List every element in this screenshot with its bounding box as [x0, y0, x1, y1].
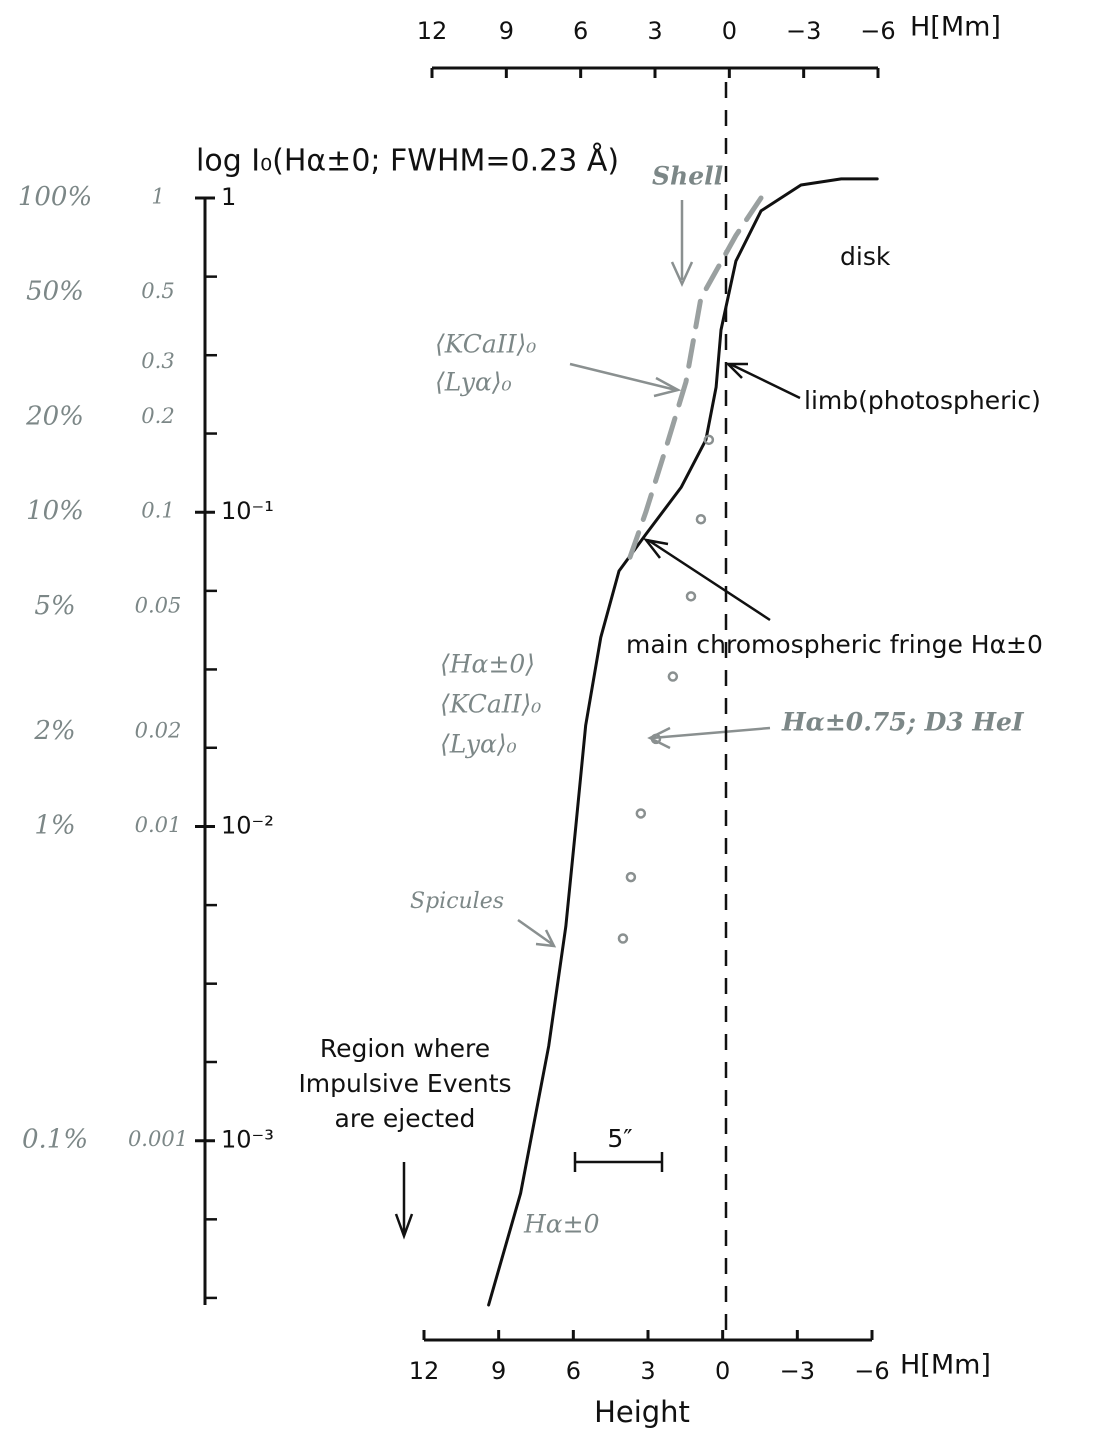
x-tick-label: −3	[786, 17, 821, 45]
y-tick-label: 1	[221, 183, 236, 211]
x-tick-label: 3	[640, 1357, 655, 1385]
scale-bar	[573, 1152, 664, 1172]
percent-label: 1%	[34, 810, 75, 840]
x-tick-label: −6	[860, 17, 895, 45]
y-tick-label: 10⁻²	[221, 811, 274, 839]
annotation: Region where	[320, 1034, 490, 1063]
percent-label: 10%	[26, 496, 84, 526]
percent-label: 5%	[34, 591, 75, 621]
arrows	[394, 200, 801, 1240]
data-point	[635, 808, 647, 819]
decimal-label: 0.2	[141, 404, 174, 428]
percent-label: 100%	[18, 182, 92, 212]
arrow	[724, 362, 801, 400]
series-label: Shell	[652, 162, 723, 191]
percent-label: 20%	[25, 402, 84, 432]
x-tick-label: 3	[647, 17, 662, 45]
decimal-label: 0.02	[135, 718, 182, 742]
series-line	[623, 195, 764, 572]
top-axis-label: H[Mm]	[910, 12, 1001, 43]
decimal-label: 0.3	[141, 349, 174, 373]
percent-label: 0.1%	[22, 1125, 88, 1155]
decimal-label: 0.05	[135, 593, 182, 617]
series-label: Hα±0	[523, 1210, 600, 1239]
annotation: ⟨Lyα⟩₀	[435, 368, 512, 397]
annotation: 5″	[607, 1124, 632, 1153]
annotation: ⟨KCaII⟩₀	[435, 330, 536, 359]
arrow	[569, 362, 682, 398]
annotation: limb(photospheric)	[804, 386, 1041, 415]
x-tick-label: 12	[417, 17, 448, 45]
annotation: Impulsive Events	[298, 1069, 511, 1098]
arrow	[647, 726, 771, 750]
annotation: ⟨Hα±0⟩	[440, 650, 535, 679]
decimal-label: 0.1	[141, 499, 174, 523]
data-point	[703, 434, 715, 446]
series-label: Hα±0.75; D3 HeI	[781, 708, 1025, 737]
x-tick-label: 9	[499, 17, 514, 45]
annotation: main chromospheric fringe Hα±0	[626, 630, 1043, 659]
x-tick-label: −3	[780, 1357, 815, 1385]
annotation: ⟨KCaII⟩₀	[440, 690, 541, 719]
data-point	[650, 733, 662, 745]
data-point	[685, 591, 697, 602]
annotation: Spicules	[410, 889, 504, 914]
x-axis-title: Height	[594, 1395, 690, 1429]
x-tick-label: 0	[722, 17, 737, 45]
arrow	[670, 200, 694, 288]
x-tick-label: 6	[573, 17, 588, 45]
x-tick-label: 9	[491, 1357, 506, 1385]
arrow	[517, 918, 557, 948]
y-tick-label: 10⁻³	[221, 1126, 274, 1154]
bottom-axis-label: H[Mm]	[900, 1350, 991, 1381]
decimal-label: 1	[151, 185, 164, 209]
decimal-label: 0.001	[128, 1127, 188, 1151]
annotation: disk	[840, 242, 891, 271]
decimal-label: 0.01	[135, 813, 182, 837]
x-tick-label: 6	[566, 1357, 581, 1385]
y-axis-title: log I₀(Hα±0; FWHM=0.23 Å)	[196, 143, 619, 179]
annotation: ⟨Lyα⟩₀	[440, 730, 517, 759]
arrow	[394, 1162, 414, 1240]
annotation: are ejected	[335, 1104, 476, 1133]
decimal-label: 0.5	[141, 279, 174, 303]
x-tick-label: 0	[715, 1357, 730, 1385]
data-point	[695, 513, 707, 525]
series-line	[487, 177, 879, 1307]
data-point	[617, 933, 629, 944]
y-tick-label: 10⁻¹	[221, 497, 274, 525]
percent-label: 2%	[33, 716, 75, 746]
percent-label: 50%	[26, 277, 84, 307]
x-tick-label: −6	[854, 1357, 889, 1385]
data-point	[667, 671, 679, 682]
data-point	[625, 871, 637, 883]
x-tick-label: 12	[409, 1357, 440, 1385]
arrow	[643, 538, 771, 622]
